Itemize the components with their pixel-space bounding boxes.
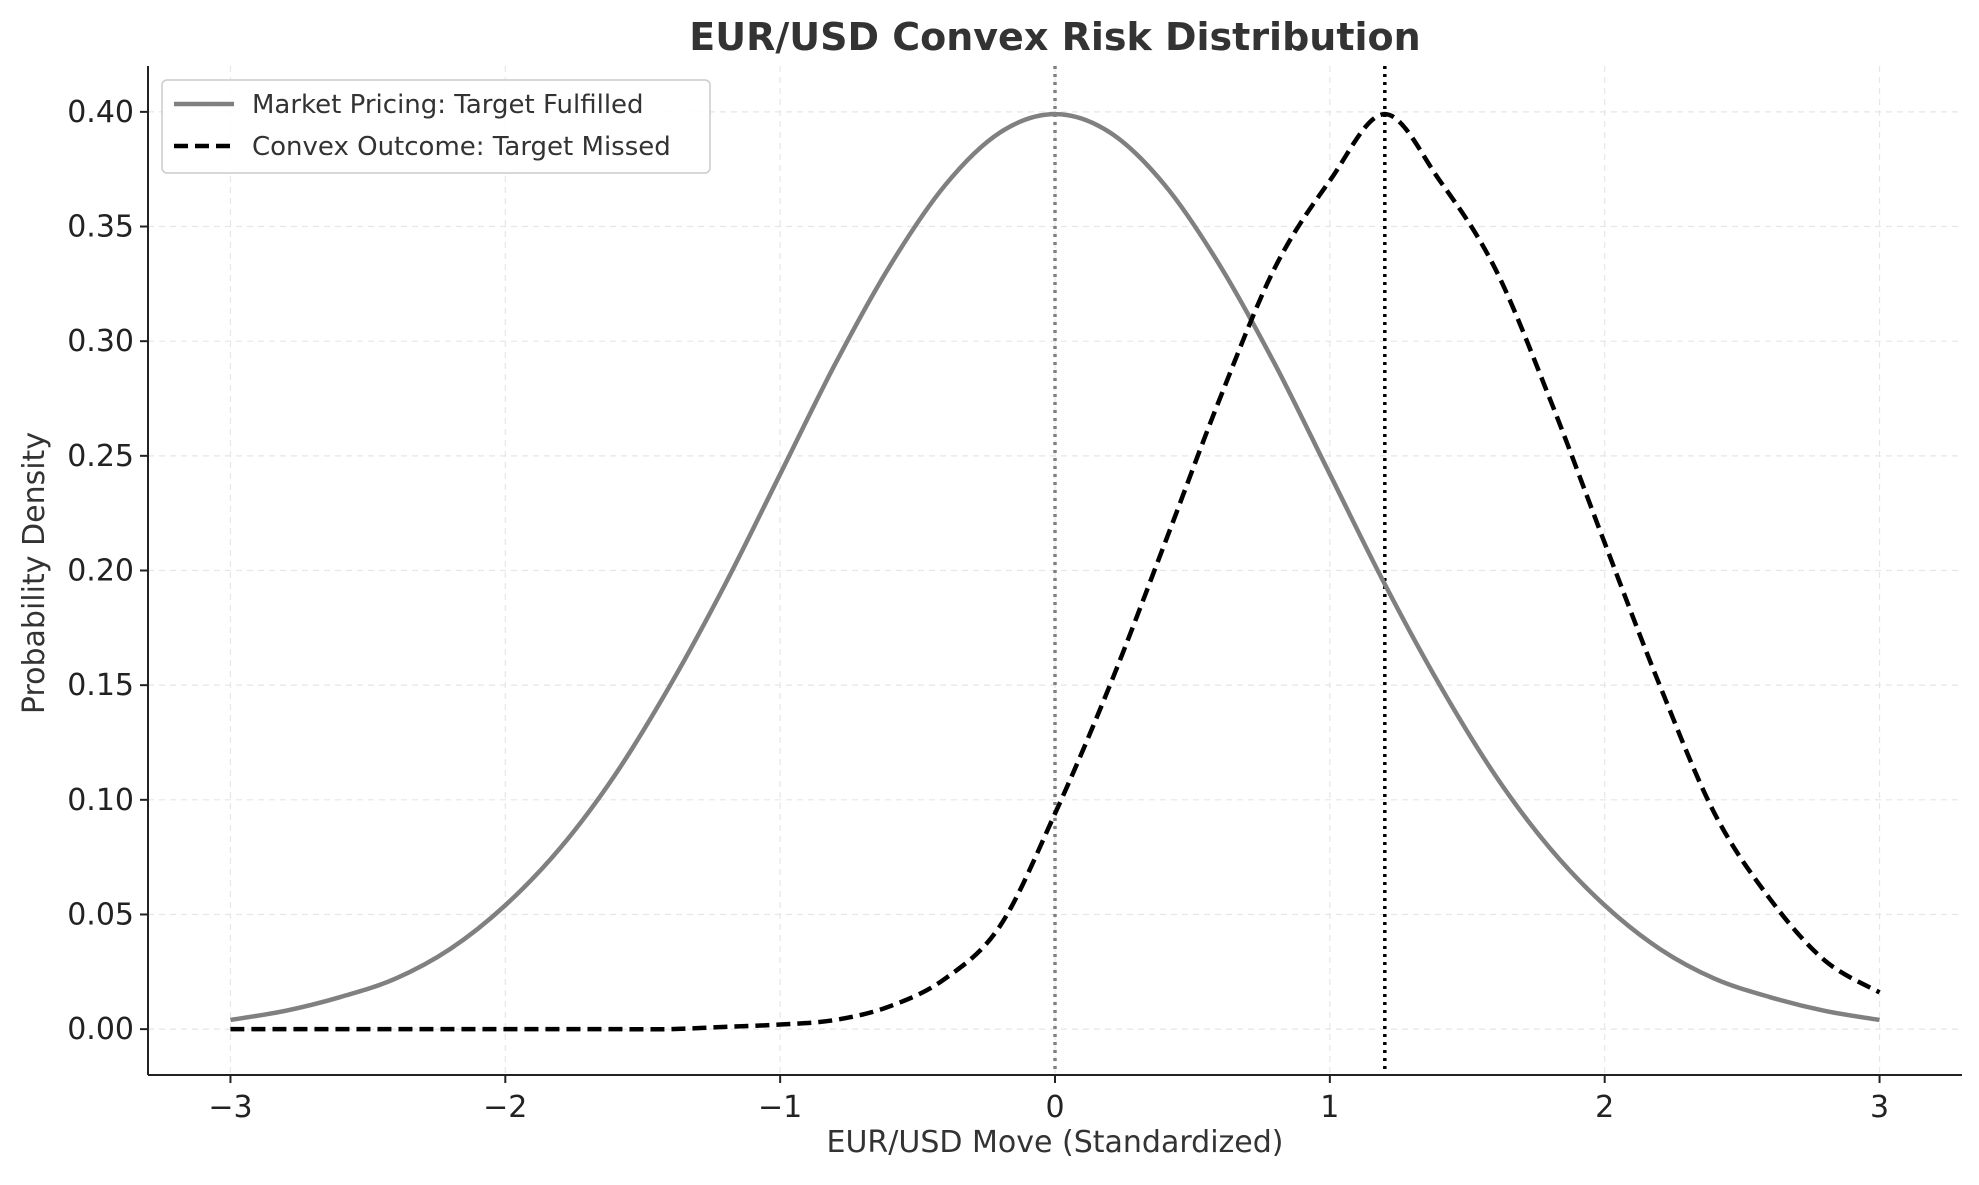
plot-area bbox=[230, 66, 1881, 1075]
y-tick-label: 0.00 bbox=[67, 1012, 134, 1047]
x-tick-label: −3 bbox=[208, 1090, 252, 1125]
y-tick-label: 0.30 bbox=[67, 324, 134, 359]
axes: −3 −2 −1 0 1 2 3 0.00 0.05 0.10 0.15 0.20 0.25 0.30 0.… bbox=[67, 66, 1962, 1125]
x-tick-label: 3 bbox=[1870, 1090, 1889, 1125]
legend-label-convex-outcome: Convex Outcome: Target Missed bbox=[252, 132, 671, 162]
y-tick-label: 0.25 bbox=[67, 439, 134, 474]
y-tick-label: 0.15 bbox=[67, 668, 134, 703]
y-tick-label: 0.20 bbox=[67, 554, 134, 589]
y-tick-label: 0.05 bbox=[67, 897, 134, 932]
legend: Market Pricing: Target Fulfilled Convex … bbox=[161, 79, 711, 174]
y-tick-label: 0.10 bbox=[67, 783, 134, 818]
x-tick-label: 0 bbox=[1045, 1090, 1064, 1125]
x-axis-label: EUR/USD Move (Standardized) bbox=[827, 1125, 1284, 1160]
x-tick-label: −2 bbox=[483, 1090, 527, 1125]
series-line-1 bbox=[230, 111, 1881, 1032]
y-axis-label: Probability Density bbox=[17, 432, 52, 714]
y-tick-label: 0.35 bbox=[67, 210, 134, 245]
legend-frame bbox=[161, 79, 711, 174]
series-line-0 bbox=[230, 111, 1880, 1023]
y-tick-label: 0.40 bbox=[67, 95, 134, 130]
x-tick-label: 2 bbox=[1595, 1090, 1614, 1125]
chart-title: EUR/USD Convex Risk Distribution bbox=[689, 15, 1420, 59]
x-tick-label: 1 bbox=[1320, 1090, 1339, 1125]
x-tick-label: −1 bbox=[758, 1090, 802, 1125]
legend-label-market-pricing: Market Pricing: Target Fulfilled bbox=[252, 90, 644, 120]
